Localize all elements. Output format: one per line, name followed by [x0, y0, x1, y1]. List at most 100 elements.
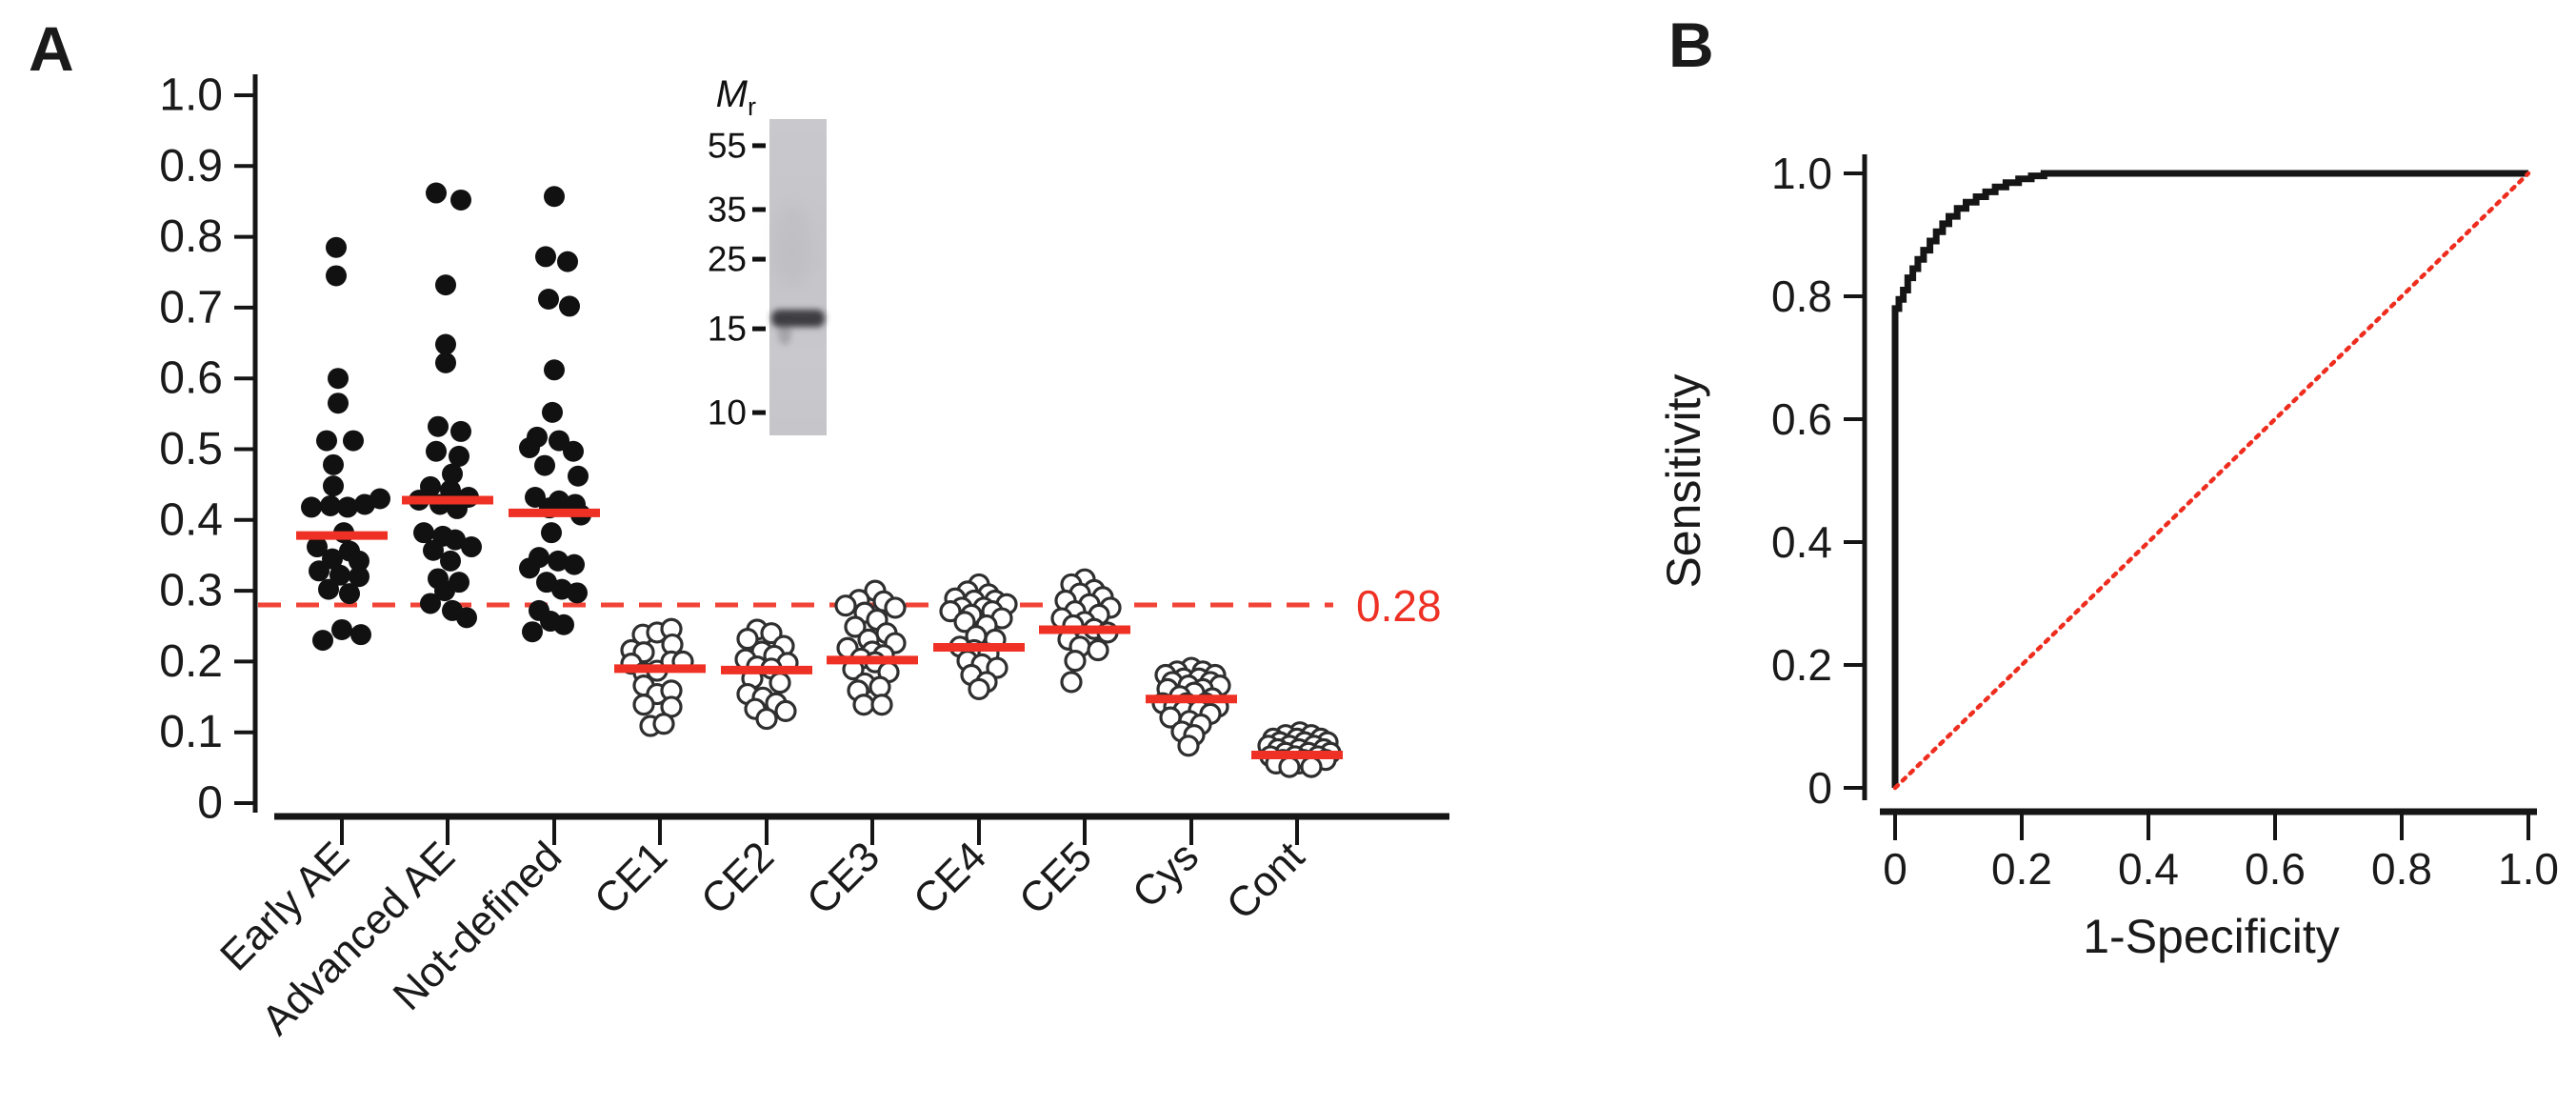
y-tick-label: 0.1	[159, 707, 223, 757]
data-point	[542, 401, 563, 423]
data-point	[450, 420, 471, 442]
y-tick-label: 0.9	[159, 141, 223, 191]
data-point	[553, 614, 574, 635]
panel-a-label: A	[29, 13, 74, 84]
data-point	[736, 628, 759, 651]
data-point	[456, 607, 477, 629]
threshold-value-label: 0.28	[1356, 581, 1442, 631]
data-point	[461, 536, 482, 558]
data-point	[328, 368, 349, 390]
y-tick-label: 0.8	[1771, 272, 1832, 321]
data-point	[567, 582, 588, 604]
x-tick-label: 0	[1883, 844, 1907, 894]
data-point	[968, 677, 990, 700]
data-point	[350, 624, 371, 646]
reference-diagonal	[1892, 171, 2531, 791]
y-tick-label: 0.6	[159, 353, 223, 404]
gel-band-tail	[778, 322, 791, 346]
data-point	[312, 630, 333, 652]
data-point	[1177, 735, 1200, 757]
marker-label: 10	[708, 393, 747, 433]
data-point	[349, 566, 369, 588]
data-point	[522, 621, 543, 643]
gel-smear	[773, 202, 811, 289]
data-point	[328, 392, 349, 414]
y-tick-label: 0.6	[1771, 394, 1832, 444]
data-point	[852, 694, 875, 716]
data-point	[541, 522, 562, 544]
data-point	[755, 707, 778, 731]
x-tick-label: CE2	[692, 833, 783, 923]
data-point	[652, 713, 675, 735]
western-blot-inset: 55 35 25 15 10	[708, 119, 827, 435]
data-point	[326, 265, 347, 287]
y-tick-label: 1.0	[159, 70, 223, 121]
data-point	[1060, 671, 1083, 694]
y-tick-label: 0.2	[159, 636, 223, 687]
data-point	[1064, 650, 1087, 673]
data-point	[939, 600, 962, 623]
data-point	[544, 359, 565, 381]
data-point	[884, 596, 907, 619]
data-point	[435, 274, 456, 296]
data-point	[449, 445, 469, 467]
y-tick-label: 0	[197, 778, 223, 829]
data-point	[434, 580, 455, 602]
data-point	[769, 672, 791, 694]
data-point	[869, 675, 891, 698]
data-point	[1278, 755, 1301, 778]
data-point	[309, 560, 329, 582]
x-tick-label: CE5	[1010, 833, 1101, 923]
data-point	[320, 494, 341, 516]
data-point	[564, 554, 585, 575]
data-point	[307, 536, 328, 558]
marker-label: 15	[708, 310, 747, 349]
data-point	[870, 694, 893, 716]
data-point	[331, 618, 352, 640]
y-tick-label: 1.0	[1771, 149, 1832, 198]
y-tick-label: 0.4	[159, 494, 223, 545]
data-point	[423, 539, 444, 561]
data-point	[301, 496, 322, 518]
data-point	[426, 440, 447, 462]
data-point	[519, 557, 540, 579]
data-point	[316, 430, 337, 452]
data-point	[953, 611, 976, 634]
y-tick-label: 0.3	[159, 566, 223, 616]
x-tick-label: 0.4	[2118, 844, 2179, 894]
x-tick-label: 1.0	[2498, 844, 2559, 894]
x-axis-title: 1-Specificity	[2083, 910, 2340, 963]
data-point	[549, 430, 569, 452]
x-tick-label: Cys	[1124, 833, 1208, 916]
x-tick-label: CE1	[586, 833, 676, 923]
data-point	[774, 699, 797, 723]
marker-label: 25	[708, 240, 747, 279]
x-tick-label: 0.2	[1991, 844, 2052, 894]
data-point	[450, 189, 471, 211]
data-point	[339, 583, 360, 605]
data-point	[413, 522, 434, 544]
data-point	[1087, 638, 1109, 662]
x-tick-label: 0.6	[2245, 844, 2306, 894]
mr-label: Mr	[716, 73, 756, 121]
y-tick-label: 0.5	[159, 424, 223, 474]
data-point	[535, 246, 556, 268]
roc-panel: 1.0 0.8 0.6 0.4 0.2 0 0 0.2 0.4 0.6 0.8 1.0	[1771, 149, 2559, 894]
data-point	[568, 465, 589, 487]
data-point	[420, 593, 441, 614]
data-point	[349, 550, 369, 572]
data-point	[323, 453, 344, 475]
data-point	[323, 475, 344, 497]
data-point	[544, 186, 565, 208]
data-point	[318, 578, 339, 600]
data-point	[322, 548, 343, 570]
y-tick-label: 0.4	[1771, 517, 1832, 567]
data-point	[426, 182, 447, 204]
x-tick-label: CE3	[798, 833, 889, 923]
data-point	[445, 529, 466, 551]
data-point	[548, 550, 569, 572]
x-tick-label: CE4	[905, 833, 995, 923]
